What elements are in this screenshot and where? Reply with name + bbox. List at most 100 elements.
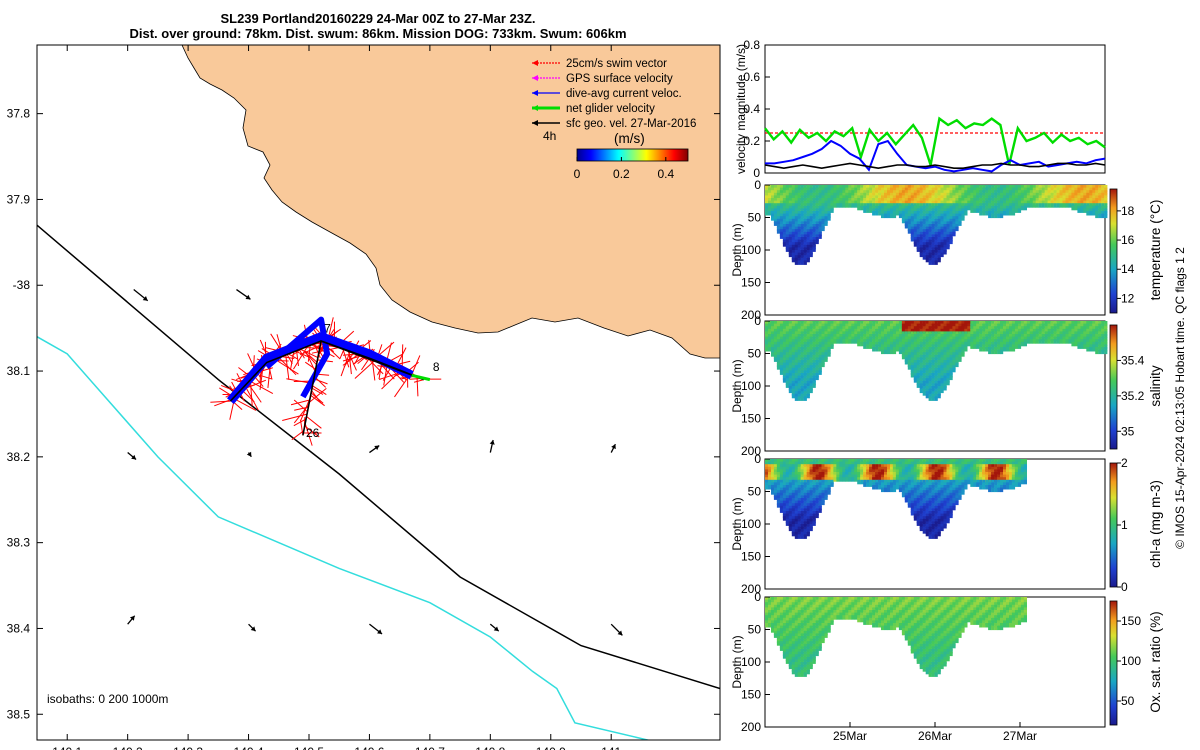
section-cell <box>967 187 971 193</box>
section-cell <box>961 321 965 326</box>
section-cell <box>1062 331 1066 336</box>
section-cell <box>907 328 911 334</box>
section-cell <box>943 505 947 511</box>
section-cell <box>800 211 804 216</box>
section-cell <box>827 464 831 469</box>
section-cell <box>890 190 894 195</box>
section-cell <box>1071 192 1075 198</box>
section-cell <box>771 205 775 211</box>
section-cell <box>794 211 798 216</box>
section-cell <box>904 482 908 487</box>
section-cell <box>892 331 897 336</box>
section-cell <box>788 208 792 213</box>
section-cell <box>890 469 894 474</box>
section-cell <box>949 469 953 474</box>
section-cell <box>773 331 778 336</box>
section-cell <box>797 386 801 391</box>
section-cell <box>872 477 876 482</box>
section-cell <box>794 260 798 265</box>
section-cell <box>1074 192 1078 198</box>
section-cell <box>815 469 819 474</box>
section-cell <box>809 378 813 383</box>
section-cell <box>925 211 929 216</box>
section-cell <box>1077 203 1081 208</box>
section-cell <box>925 326 929 331</box>
section-cell <box>768 477 772 482</box>
section-cell <box>925 321 929 326</box>
section-cell <box>928 490 932 495</box>
section-cell <box>794 393 798 399</box>
section-cell <box>1101 190 1105 195</box>
section-cell <box>794 503 798 508</box>
section-cell <box>800 208 804 213</box>
section-cell <box>895 190 900 195</box>
section-cell <box>818 505 822 511</box>
section-cell <box>794 352 798 357</box>
section-cell <box>901 331 906 336</box>
section-cell <box>815 187 819 193</box>
section-cell <box>773 221 778 226</box>
section-cell <box>812 511 816 516</box>
section-cell <box>773 208 778 213</box>
swim-vector <box>304 425 320 438</box>
section-cell <box>949 466 953 472</box>
section-cell <box>809 367 813 373</box>
legend-label: GPS surface velocity <box>566 73 673 85</box>
section-cell <box>803 326 807 331</box>
section-cell <box>910 360 914 365</box>
section-cell <box>1083 187 1087 193</box>
section-cell <box>1068 331 1072 336</box>
section-cell <box>833 200 837 206</box>
section-cell <box>1101 326 1105 331</box>
section-cell <box>803 508 807 513</box>
section-cell <box>809 218 813 224</box>
section-cell <box>875 472 879 477</box>
section-cell <box>928 250 932 255</box>
section-cell <box>1038 185 1042 190</box>
section-cell <box>913 482 917 487</box>
section-cell <box>788 365 792 370</box>
section-cell <box>771 352 775 357</box>
section-cell <box>952 226 956 232</box>
section-cell <box>1104 211 1108 216</box>
section-cell <box>887 195 891 200</box>
section-cell <box>800 190 804 195</box>
section-cell <box>895 482 900 487</box>
section-cell <box>776 323 781 329</box>
section-cell <box>878 328 882 334</box>
section-cell <box>818 187 822 193</box>
section-cell <box>925 237 929 242</box>
section-cell <box>854 474 858 480</box>
section-cell <box>1006 347 1010 352</box>
section-cell <box>818 482 822 487</box>
section-cell <box>1047 326 1051 331</box>
section-cell <box>1003 341 1007 347</box>
section-cell <box>800 357 804 362</box>
section-cell <box>919 498 923 503</box>
section-cell <box>1026 334 1030 339</box>
section-cell <box>821 198 825 203</box>
section-cell <box>964 336 968 342</box>
section-cell <box>875 328 879 334</box>
section-cell <box>922 205 926 211</box>
section-cell <box>943 187 947 193</box>
section-cell <box>940 344 944 349</box>
section-cell <box>1050 185 1054 190</box>
section-cell <box>1101 347 1105 352</box>
section-cell <box>863 464 867 469</box>
section-cell <box>833 198 837 203</box>
section-cell <box>940 472 944 477</box>
section-cell <box>803 234 807 239</box>
section-cell <box>940 341 944 347</box>
section-cell <box>1095 213 1099 219</box>
section-cell <box>839 459 843 464</box>
section-cell <box>818 323 822 329</box>
section-cell <box>794 203 798 208</box>
section-cell <box>788 352 792 357</box>
section-cell <box>1104 205 1108 211</box>
section-cell <box>1092 185 1096 190</box>
section-cell <box>952 472 956 477</box>
section-cell <box>928 328 932 334</box>
section-cell <box>809 508 813 513</box>
section-cell <box>782 331 787 336</box>
